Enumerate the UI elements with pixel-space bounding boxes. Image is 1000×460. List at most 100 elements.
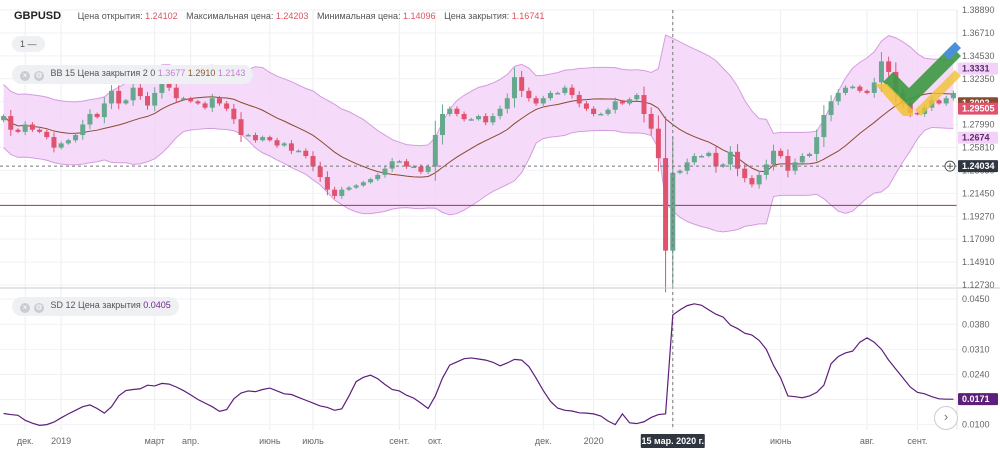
- time-axis-label: окт.: [428, 436, 443, 446]
- candle-body: [778, 150, 784, 157]
- candle-body: [8, 116, 14, 130]
- candle-body: [476, 116, 481, 120]
- sd-value-badge-label: 0.0171: [962, 394, 990, 404]
- candle-body: [353, 185, 359, 188]
- candle-body: [152, 92, 158, 106]
- candle-body: [612, 101, 618, 110]
- bb-lower-value: 1.2143: [217, 68, 246, 78]
- close-icon[interactable]: ×: [20, 303, 30, 313]
- interval-dash: —: [27, 39, 37, 49]
- crosshair-date-label: 15 мар. 2020 г.: [642, 436, 704, 446]
- candle-body: [562, 87, 568, 93]
- price-axis-tick-label: 1.21450: [962, 188, 995, 198]
- candle-body: [857, 86, 863, 91]
- candle-body: [216, 98, 222, 104]
- candle-body: [914, 112, 920, 115]
- bb-legend[interactable]: × ⚙ BB 15 Цена закрытия 2 0 1.3677 1.2910…: [12, 65, 254, 84]
- candle-body: [490, 116, 496, 123]
- time-axis-label: июль: [302, 436, 324, 446]
- candle-body: [396, 161, 402, 163]
- candle-body: [821, 115, 827, 138]
- price-axis-tick-label: 1.19270: [962, 211, 995, 221]
- candle-body: [195, 101, 201, 104]
- brand-logo-icon: [875, 42, 961, 116]
- candle-body: [15, 129, 21, 132]
- candle-body: [569, 87, 575, 96]
- candle-body: [619, 101, 625, 104]
- price-axis-tick-label: 1.32350: [962, 74, 995, 84]
- candle-body: [137, 87, 143, 97]
- candle-body: [87, 113, 93, 125]
- candle-body: [468, 119, 474, 121]
- candle-body: [44, 131, 50, 138]
- candle-body: [346, 187, 352, 190]
- time-axis-label: дек.: [17, 436, 34, 446]
- candle-body: [497, 108, 503, 117]
- candle-body: [540, 98, 546, 104]
- candle-body: [425, 166, 431, 172]
- candle-body: [65, 140, 71, 144]
- candle-body: [123, 100, 129, 104]
- time-axis-label: апр.: [182, 436, 199, 446]
- candle-body: [224, 103, 230, 109]
- time-axis-label: июнь: [770, 436, 792, 446]
- time-axis-label: сент.: [907, 436, 927, 446]
- candle-body: [267, 137, 273, 141]
- price-badge-label: 1.29505: [962, 104, 995, 114]
- candle-body: [605, 109, 611, 114]
- candle-body: [547, 92, 553, 99]
- candle-body: [511, 77, 517, 99]
- high-label: Максимальная цена:: [186, 11, 274, 21]
- price-badge-crosshair: [958, 160, 998, 173]
- candle-body: [73, 134, 79, 141]
- candle-body: [842, 87, 848, 93]
- candle-body: [806, 153, 812, 157]
- candle-body: [252, 134, 258, 141]
- sd-value-badge: [958, 393, 998, 406]
- candle-body: [58, 143, 64, 148]
- candle-body: [735, 151, 741, 169]
- candle-body: [713, 152, 719, 167]
- candle-body: [310, 156, 316, 167]
- sd-axis-tick-label: 0.0450: [962, 294, 990, 304]
- price-badge-label: 1.24034: [962, 161, 995, 171]
- candle-body: [339, 189, 345, 196]
- candle-body: [684, 162, 690, 171]
- gear-icon[interactable]: ⚙: [34, 303, 44, 313]
- candle-body: [950, 92, 956, 99]
- candle-body: [303, 150, 309, 157]
- candle-body: [109, 90, 115, 104]
- candle-body: [749, 178, 755, 185]
- candle-body: [634, 95, 640, 100]
- close-icon[interactable]: ×: [20, 71, 30, 81]
- candle-body: [828, 101, 834, 116]
- candle-body: [245, 134, 251, 137]
- price-badge-close: [958, 102, 998, 115]
- gear-icon[interactable]: ⚙: [34, 71, 44, 81]
- sd-value: 0.0405: [143, 300, 171, 310]
- interval-selector[interactable]: 1 —: [12, 36, 45, 52]
- bollinger-band-fill: [3, 35, 954, 232]
- bb-middle-value: 1.2910: [187, 68, 216, 78]
- candle-body: [260, 137, 266, 141]
- candle-body: [447, 108, 453, 114]
- candle-body: [440, 113, 446, 135]
- candle-body: [411, 166, 417, 169]
- candle-body: [116, 90, 122, 104]
- sd-legend[interactable]: × ⚙ SD 12 Цена закрытия 0.0405: [12, 297, 179, 316]
- candle-body: [432, 134, 438, 167]
- candle-body: [936, 100, 942, 104]
- candle-body: [627, 99, 633, 104]
- scroll-right-button[interactable]: ›: [934, 406, 958, 430]
- candle-body: [202, 103, 208, 108]
- bollinger-lower-line: [3, 126, 954, 233]
- candle-body: [763, 164, 769, 175]
- candle-body: [389, 161, 395, 169]
- candle-body: [288, 143, 294, 151]
- price-axis-tick-label: 1.34530: [962, 51, 995, 61]
- price-badge-bb-upper: [958, 62, 998, 75]
- candle-body: [943, 98, 949, 104]
- candle-body: [274, 140, 280, 146]
